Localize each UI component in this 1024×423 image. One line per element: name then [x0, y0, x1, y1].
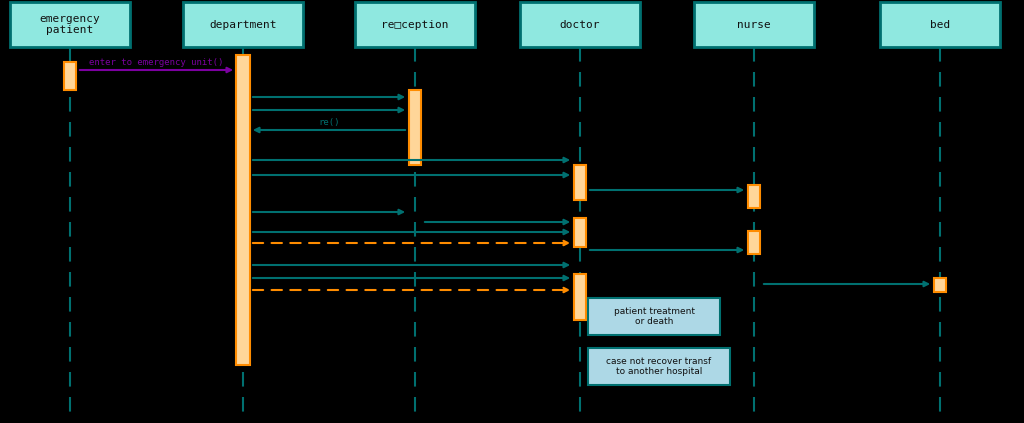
- Bar: [574, 274, 586, 320]
- Bar: [880, 2, 1000, 47]
- Bar: [183, 2, 303, 47]
- Bar: [748, 185, 760, 208]
- Bar: [355, 2, 475, 47]
- Bar: [63, 62, 76, 90]
- Text: bed: bed: [930, 19, 950, 30]
- Text: doctor: doctor: [560, 19, 600, 30]
- Bar: [409, 90, 421, 165]
- Text: nurse: nurse: [737, 19, 771, 30]
- Bar: [748, 231, 760, 254]
- Bar: [934, 278, 946, 292]
- Text: patient treatment
or death: patient treatment or death: [613, 307, 694, 326]
- Text: re(): re(): [318, 118, 340, 127]
- Bar: [588, 298, 720, 335]
- Bar: [520, 2, 640, 47]
- Bar: [588, 348, 730, 385]
- Text: department: department: [209, 19, 276, 30]
- Bar: [574, 165, 586, 200]
- Bar: [694, 2, 814, 47]
- Text: enter to emergency unit(): enter to emergency unit(): [89, 58, 223, 67]
- Bar: [574, 218, 586, 247]
- Text: case not recover transf
to another hospital: case not recover transf to another hospi…: [606, 357, 712, 376]
- Text: emergency
patient: emergency patient: [40, 14, 100, 35]
- Bar: [236, 55, 250, 365]
- Text: re□ception: re□ception: [381, 19, 449, 30]
- Bar: [10, 2, 130, 47]
